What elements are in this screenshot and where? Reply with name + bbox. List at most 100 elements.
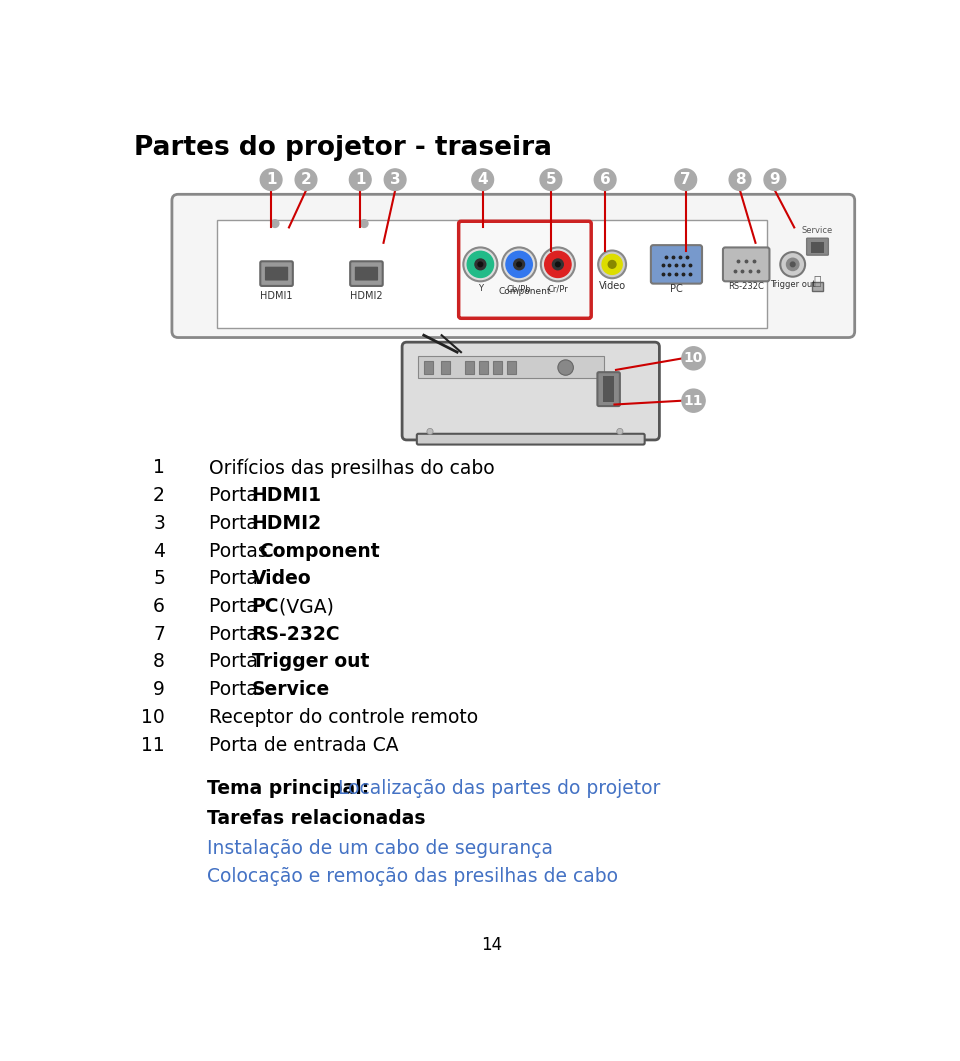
Bar (492, 362, 502, 373)
Circle shape (468, 251, 493, 278)
Circle shape (552, 259, 564, 269)
Circle shape (675, 169, 697, 191)
Text: HDMI2: HDMI2 (252, 514, 322, 533)
Text: 11: 11 (141, 735, 165, 754)
Bar (419, 356, 605, 378)
Text: HDMI1: HDMI1 (260, 291, 293, 300)
Text: Cr/Pr: Cr/Pr (547, 284, 568, 294)
Text: 6: 6 (153, 597, 165, 616)
FancyBboxPatch shape (350, 261, 383, 286)
Text: Orifícios das presilhas do cabo: Orifícios das presilhas do cabo (209, 458, 494, 477)
Text: Service: Service (252, 680, 330, 699)
Text: Porta: Porta (209, 486, 264, 505)
Circle shape (780, 253, 805, 277)
Text: 1: 1 (355, 172, 366, 187)
Circle shape (602, 255, 622, 275)
Bar (217, 220, 767, 328)
Text: Tarefas relacionadas: Tarefas relacionadas (206, 808, 425, 828)
Text: 10: 10 (141, 708, 165, 727)
FancyBboxPatch shape (459, 222, 591, 318)
Circle shape (475, 259, 486, 269)
FancyBboxPatch shape (402, 342, 660, 440)
FancyBboxPatch shape (597, 372, 620, 406)
Text: PC: PC (670, 284, 683, 294)
Text: Porta: Porta (209, 570, 264, 588)
Text: PC: PC (252, 597, 279, 616)
Circle shape (295, 169, 317, 191)
Circle shape (786, 258, 799, 271)
Text: 6: 6 (600, 172, 611, 187)
Text: Tema principal:: Tema principal: (206, 779, 375, 798)
FancyBboxPatch shape (260, 261, 293, 286)
Circle shape (598, 250, 626, 278)
Text: RS-232C: RS-232C (729, 282, 764, 291)
Circle shape (472, 169, 493, 191)
Text: Cb/Pb: Cb/Pb (507, 284, 532, 294)
Text: Component: Component (498, 286, 551, 296)
Circle shape (478, 262, 483, 266)
Text: 5: 5 (545, 172, 556, 187)
Text: Instalação de um cabo de segurança: Instalação de um cabo de segurança (206, 839, 553, 857)
Text: Porta: Porta (209, 597, 264, 616)
FancyBboxPatch shape (651, 245, 702, 283)
Bar (479, 362, 488, 373)
Text: 8: 8 (734, 172, 745, 187)
Text: 7: 7 (681, 172, 691, 187)
Circle shape (360, 220, 368, 227)
Circle shape (506, 251, 532, 278)
Text: Partes do projetor - traseira: Partes do projetor - traseira (134, 135, 552, 161)
Circle shape (464, 247, 497, 281)
Bar (441, 362, 450, 373)
Text: Video: Video (252, 570, 311, 588)
Circle shape (514, 259, 524, 269)
Circle shape (616, 429, 623, 435)
Circle shape (384, 169, 406, 191)
Text: 7: 7 (153, 625, 165, 644)
Circle shape (260, 169, 282, 191)
Text: 5: 5 (153, 570, 165, 588)
Circle shape (502, 247, 537, 281)
Circle shape (682, 389, 706, 413)
Text: Video: Video (599, 281, 626, 292)
Circle shape (764, 169, 785, 191)
Text: 11: 11 (684, 394, 704, 407)
Circle shape (730, 169, 751, 191)
Text: Localização das partes do projetor: Localização das partes do projetor (338, 779, 660, 798)
Text: HDMI2: HDMI2 (350, 291, 383, 300)
Circle shape (349, 169, 372, 191)
Circle shape (516, 262, 521, 266)
Text: Porta: Porta (209, 625, 264, 644)
FancyBboxPatch shape (723, 247, 770, 281)
Text: 14: 14 (481, 936, 503, 954)
Text: 4: 4 (153, 541, 165, 560)
Text: Porta: Porta (209, 653, 264, 672)
Text: HDMI1: HDMI1 (252, 486, 322, 505)
Text: 1: 1 (153, 458, 165, 477)
Text: Trigger out: Trigger out (770, 280, 815, 289)
Text: 8: 8 (153, 653, 165, 672)
Text: 2: 2 (300, 172, 311, 187)
FancyBboxPatch shape (806, 239, 828, 255)
Circle shape (682, 347, 706, 370)
Text: 1: 1 (266, 172, 276, 187)
Text: Porta de entrada CA: Porta de entrada CA (209, 735, 398, 754)
Circle shape (790, 262, 795, 266)
Text: Component: Component (259, 541, 380, 560)
Text: 3: 3 (153, 514, 165, 533)
Text: 10: 10 (684, 351, 703, 365)
Text: 2: 2 (153, 486, 165, 505)
Circle shape (540, 247, 575, 281)
Circle shape (540, 169, 562, 191)
Text: RS-232C: RS-232C (252, 625, 340, 644)
Text: Receptor do controle remoto: Receptor do controle remoto (209, 708, 478, 727)
Bar (465, 362, 474, 373)
Text: 9: 9 (770, 172, 780, 187)
Bar (812, 282, 823, 291)
Text: 4: 4 (477, 172, 488, 187)
FancyBboxPatch shape (265, 266, 288, 280)
Circle shape (427, 429, 433, 435)
Text: Colocação e remoção das presilhas de cabo: Colocação e remoção das presilhas de cab… (206, 867, 618, 886)
Circle shape (594, 169, 616, 191)
Circle shape (544, 251, 571, 278)
Bar (507, 362, 516, 373)
